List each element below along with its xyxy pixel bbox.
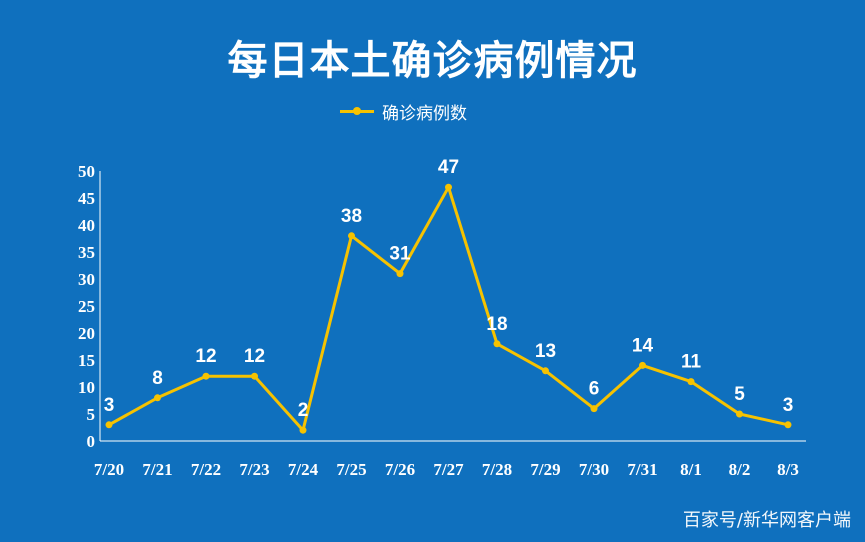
data-point [736,410,743,418]
x-tick-label: 7/23 [239,460,269,479]
data-point [784,421,792,429]
data-point [105,421,113,429]
watermark: 百家号/新华网客户端 [682,510,851,531]
y-tick-label: 40 [78,216,95,235]
x-tick-label: 7/30 [579,460,609,479]
data-label: 12 [195,346,216,367]
x-tick-label: 8/3 [777,460,799,479]
data-label: 6 [589,379,600,400]
y-axis-tick-labels: 0 5 10 15 20 25 30 35 40 45 50 [78,162,95,451]
data-point [493,340,501,348]
data-label: 13 [535,341,556,362]
data-point [542,367,549,375]
legend-line-marker-icon [340,98,374,124]
chart-title: 每日本土确诊病例情况 [227,38,638,84]
data-label: 8 [152,368,163,389]
x-tick-label: 7/29 [530,460,560,479]
data-point [687,378,695,386]
x-tick-label: 7/20 [94,460,124,479]
y-tick-label: 0 [87,432,96,451]
y-tick-label: 20 [78,324,95,343]
data-point [154,394,161,402]
legend-label: 确诊病例数 [382,103,467,124]
data-point [251,372,258,380]
data-point [445,183,452,191]
series-points [105,183,792,434]
data-point [299,426,307,434]
x-axis-tick-labels: 7/20 7/21 7/22 7/23 7/24 7/25 7/26 7/27 7/28 7/29… [94,460,799,479]
data-label: 3 [783,395,794,416]
y-tick-label: 35 [78,243,95,262]
data-label: 18 [486,314,507,335]
y-tick-label: 10 [78,378,95,397]
x-tick-label: 7/28 [482,460,512,479]
y-tick-label: 5 [87,405,96,424]
x-tick-label: 7/26 [385,460,415,479]
data-label: 11 [681,352,702,373]
x-tick-label: 7/31 [627,460,657,479]
data-label: 31 [389,244,411,265]
data-label: 5 [734,384,745,405]
x-tick-label: 8/1 [680,460,702,479]
data-point [202,372,210,380]
x-tick-label: 7/22 [191,460,221,479]
data-label: 2 [298,400,309,421]
data-point [590,405,598,413]
data-label: 12 [244,346,265,367]
y-tick-label: 25 [78,297,95,316]
axes [99,171,806,442]
data-point [396,270,404,278]
data-label: 14 [632,335,654,356]
data-label: 3 [104,395,115,416]
y-tick-label: 15 [78,351,95,370]
y-tick-label: 30 [78,270,95,289]
x-tick-label: 7/25 [336,460,366,479]
data-label: 47 [438,157,459,178]
data-point [639,361,646,369]
x-tick-label: 7/21 [142,460,172,479]
x-tick-label: 7/24 [288,460,319,479]
data-label: 38 [341,206,362,227]
series-line [108,185,789,432]
y-tick-label: 45 [78,189,95,208]
x-tick-label: 7/27 [433,460,464,479]
legend: 确诊病例数 [340,98,467,124]
data-point [348,232,355,240]
x-tick-label: 8/2 [729,460,751,479]
y-tick-label: 50 [78,162,95,181]
